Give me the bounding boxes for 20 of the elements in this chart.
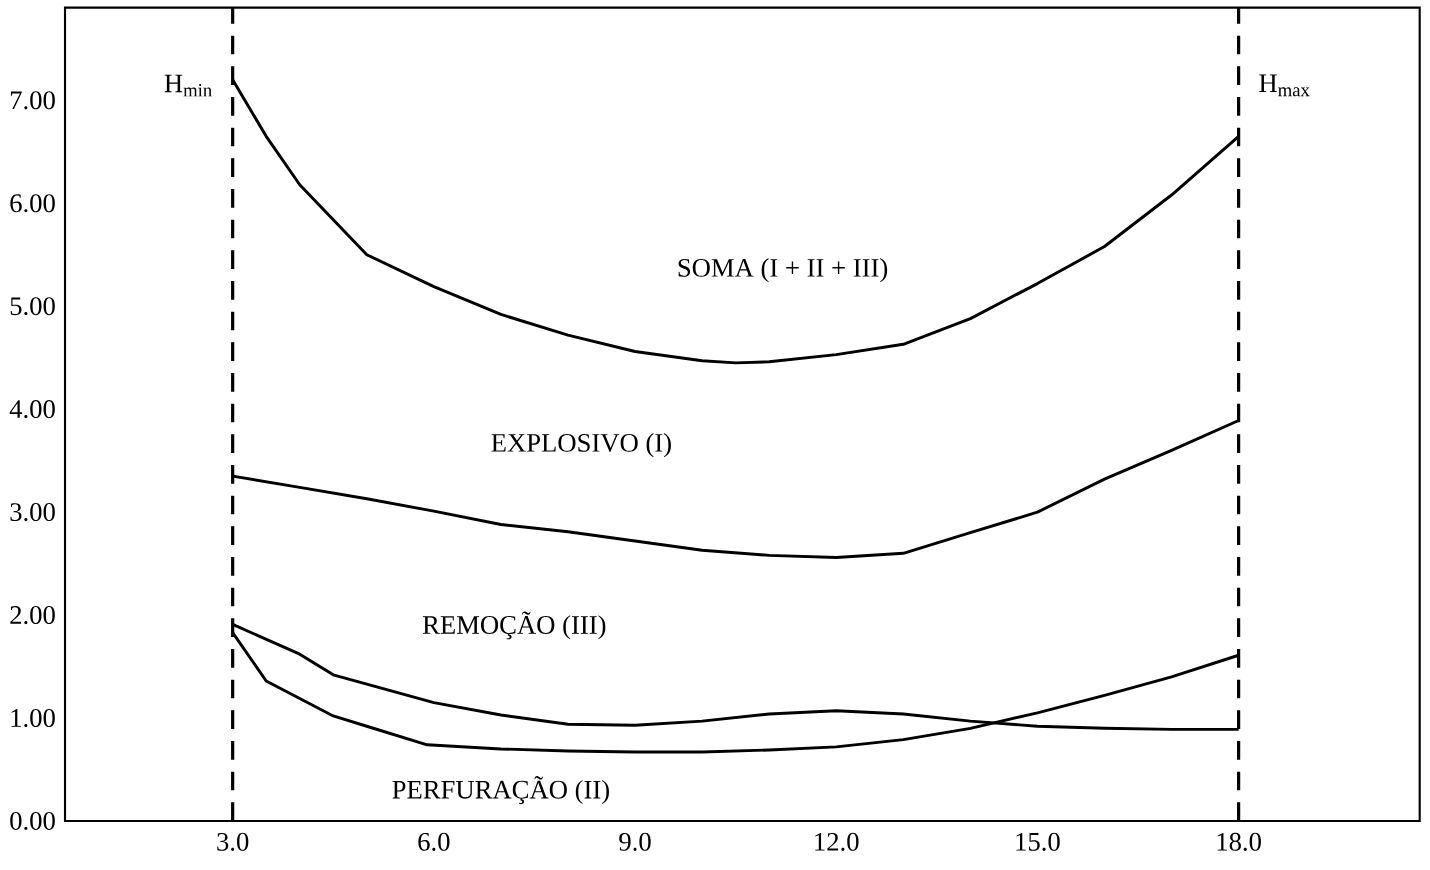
text: SOMA (I + II + III) xyxy=(678,258,888,283)
y-tick-label: 0.00 xyxy=(10,811,55,831)
text: REMOÇÃO (III) xyxy=(422,611,606,640)
y-tick-label: 3.00 xyxy=(10,503,55,522)
y-tick-label: 1.00 xyxy=(11,708,55,728)
ref-line-label: H$_{min}$ xyxy=(164,74,212,97)
y-tick-label: 4.00 xyxy=(9,400,55,419)
y-tick-label: 2.00 xyxy=(10,606,55,625)
series-label: PERFURAÇÃO (II) xyxy=(392,776,609,805)
x-tick-label: 18.0 xyxy=(1217,832,1261,851)
x-tick-label: 15.0 xyxy=(1016,832,1060,851)
y-tick-label: 6.00 xyxy=(10,194,55,213)
x-tick-label: 12.0 xyxy=(815,832,859,851)
text: EXPLOSIVO (I) xyxy=(491,433,671,458)
x-tick-label: 6.0 xyxy=(418,832,450,851)
x-tick-label: 9.0 xyxy=(619,832,651,851)
ref-line-label: H$_{max}$ xyxy=(1259,74,1310,97)
x-tick-label: 3.0 xyxy=(217,832,249,851)
y-tick-label: 5.00 xyxy=(10,297,55,316)
y-tick-label: 7.00 xyxy=(10,91,55,110)
